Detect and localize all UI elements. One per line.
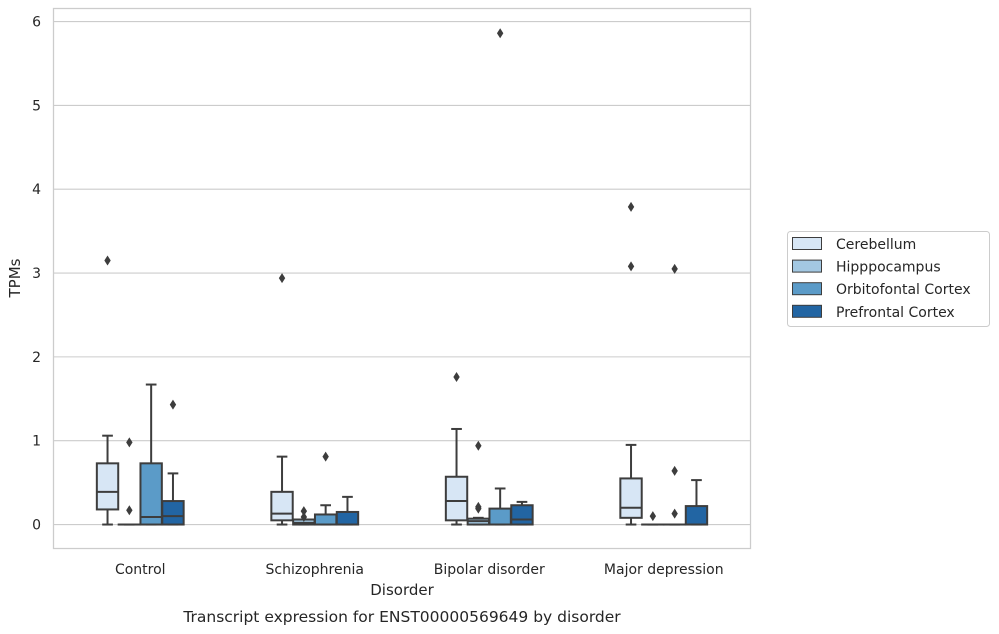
outlier-point <box>475 503 482 514</box>
outlier-point <box>126 437 133 448</box>
y-tick-label: 4 <box>32 182 41 198</box>
legend-swatch <box>792 259 822 273</box>
x-axis-title: Disorder <box>370 581 434 599</box>
x-tick-label: Control <box>115 562 166 578</box>
plot-frame <box>52 7 752 550</box>
box-group <box>466 440 491 526</box>
y-tick-label: 6 <box>32 15 41 31</box>
outlier-point <box>671 465 678 476</box>
legend-label: Hipppocampus <box>836 260 941 276</box>
legend-label: Orbitofontal Cortex <box>836 282 971 298</box>
legend-swatch <box>792 282 822 296</box>
outlier-point <box>126 505 133 516</box>
box-group <box>488 28 512 526</box>
box-group <box>444 371 469 526</box>
legend-frame <box>787 231 990 327</box>
y-tick-label: 0 <box>32 518 41 534</box>
outlier-point <box>496 28 504 39</box>
box-group <box>684 479 709 526</box>
y-tick-label: 2 <box>32 350 41 366</box>
box <box>619 477 643 519</box>
x-tick-label: Bipolar disorder <box>434 562 545 578</box>
legend-label: Cerebellum <box>836 237 916 253</box>
y-tick-label: 1 <box>32 434 41 450</box>
box <box>335 510 360 526</box>
box <box>684 505 709 526</box>
outlier-point <box>169 399 177 410</box>
box-group <box>313 451 338 526</box>
outlier-point <box>627 261 635 272</box>
box-group <box>510 500 534 526</box>
outlier-point <box>649 511 657 522</box>
grid-lines <box>53 21 751 526</box>
box-group <box>335 495 360 526</box>
x-tick-label: Schizophrenia <box>266 562 364 578</box>
box-group <box>270 273 294 526</box>
y-tick-labels: 0 1 2 3 4 5 6 <box>32 15 41 534</box>
box-group <box>95 255 120 526</box>
outlier-point <box>300 506 308 517</box>
y-tick-label: 3 <box>32 266 41 282</box>
legend-label: Prefrontal Cortex <box>836 305 955 321</box>
box-group <box>292 506 316 526</box>
box-group <box>117 437 142 526</box>
box <box>488 507 512 526</box>
outlier-point <box>627 201 635 212</box>
outlier-point <box>671 508 678 519</box>
y-tick-label: 5 <box>32 98 41 114</box>
legend-swatch <box>792 237 822 250</box>
legend: Cerebellum Hipppocampus Orbitofontal Corte… <box>787 231 990 327</box>
outlier-point <box>278 273 286 284</box>
box <box>510 504 534 526</box>
outlier-point <box>475 440 482 451</box>
y-axis-title: TPMs <box>6 258 24 298</box>
box-group <box>139 383 163 526</box>
box <box>313 513 338 526</box>
outlier-point <box>300 511 308 522</box>
box-plots <box>95 28 709 526</box>
box-group <box>619 201 643 526</box>
outlier-point <box>322 451 329 462</box>
box <box>270 490 294 522</box>
box <box>139 462 163 526</box>
box-group <box>641 511 665 526</box>
legend-swatch <box>792 304 822 318</box>
box-group <box>161 399 185 526</box>
outlier-point <box>104 255 111 266</box>
box <box>444 475 469 522</box>
chart-caption: Transcript expression for ENST0000056964… <box>182 608 621 626</box>
outlier-point <box>671 263 678 274</box>
box <box>161 500 185 526</box>
box <box>95 462 120 511</box>
outlier-point <box>453 371 460 382</box>
x-tick-label: Major depression <box>604 562 724 578</box>
box-group <box>662 263 687 526</box>
x-tick-labels: Control Schizophrenia Bipolar disorder Majo… <box>115 562 724 578</box>
